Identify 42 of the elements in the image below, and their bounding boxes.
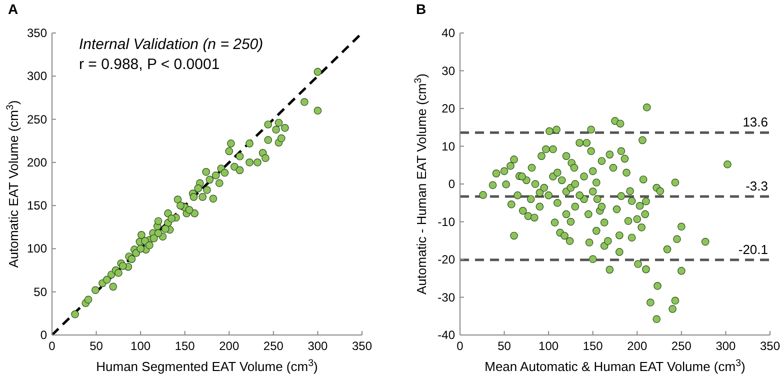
y-tick-label: -40 — [438, 328, 456, 342]
x-tick-label: 50 — [498, 339, 512, 353]
y-tick-label: 0 — [40, 328, 48, 342]
x-tick-label: 250 — [671, 339, 692, 353]
y-tick-label: 10 — [442, 139, 456, 154]
ref-line-label: -20.1 — [738, 242, 768, 257]
x-tick-label: 150 — [582, 339, 604, 353]
y-tick-label: 20 — [442, 102, 456, 116]
y-tick-label: 30 — [442, 64, 456, 78]
x-tick-label: 200 — [627, 339, 648, 353]
y-tick-label: 100 — [26, 242, 48, 256]
y-tick-label: 350 — [26, 26, 48, 40]
x-tick-label: 150 — [174, 339, 196, 353]
y-tick-label: 300 — [26, 69, 48, 84]
annotation: Internal Validation (n = 250) — [79, 36, 264, 53]
ref-line-label: 13.6 — [742, 114, 768, 130]
x-tick-label: 300 — [308, 339, 328, 353]
annotation: r = 0.988, P < 0.0001 — [79, 56, 220, 73]
chart-title: B — [416, 1, 426, 17]
x-tick-label: 100 — [538, 339, 559, 353]
x-axis-title: Mean Automatic & Human EAT Volume (cm$^{3}$) — [484, 358, 746, 374]
y-tick-label: 50 — [34, 284, 48, 299]
y-tick-label: 40 — [442, 26, 456, 40]
x-axis-title: Human Segmented EAT Volume (cm$^{3}$) — [96, 358, 318, 374]
x-tick-label: 100 — [130, 339, 151, 353]
chart-title: A — [8, 1, 18, 17]
ref-line-label: -3.3 — [746, 178, 768, 194]
x-tick-label: 200 — [219, 339, 240, 353]
x-tick-label: 350 — [760, 339, 780, 353]
y-tick-label: 200 — [26, 155, 48, 170]
y-tick-label: -30 — [438, 290, 456, 304]
y-tick-label: 250 — [26, 112, 48, 126]
y-tick-label: -10 — [438, 214, 456, 229]
x-tick-label: 0 — [456, 339, 464, 353]
x-tick-label: 250 — [263, 339, 284, 353]
x-tick-label: 50 — [90, 339, 104, 353]
x-tick-label: 300 — [716, 339, 736, 353]
y-tick-label: -20 — [438, 252, 456, 266]
x-tick-label: 0 — [48, 339, 56, 353]
x-tick-label: 350 — [352, 339, 372, 353]
y-tick-label: 0 — [448, 177, 456, 191]
y-tick-label: 150 — [26, 198, 48, 213]
